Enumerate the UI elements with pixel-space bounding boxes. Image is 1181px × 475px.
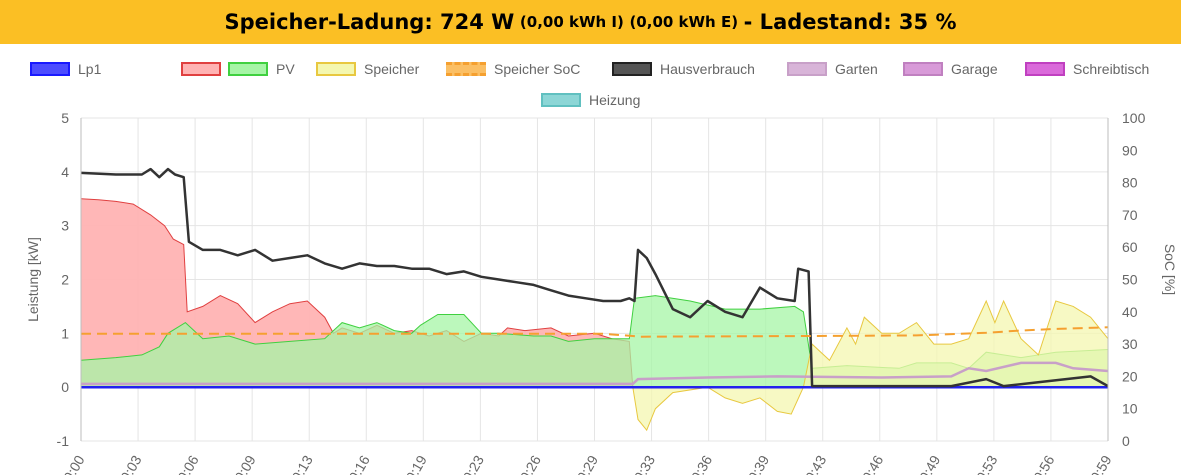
y2-tick-label: 50 bbox=[1122, 272, 1138, 288]
series-speicher-soc-line bbox=[81, 326, 1109, 338]
legend-swatch bbox=[316, 62, 356, 76]
x-tick-label: 0:36 bbox=[688, 452, 716, 475]
legend-swatch bbox=[612, 62, 652, 76]
y2-tick-label: 100 bbox=[1122, 110, 1146, 126]
x-tick-label: 0:06 bbox=[174, 452, 202, 475]
y-tick-label: 4 bbox=[61, 164, 69, 180]
x-tick-label: 0:43 bbox=[802, 452, 830, 475]
legend-label: Garten bbox=[835, 61, 878, 77]
legend-item-lp1[interactable]: Lp1 bbox=[30, 58, 101, 80]
x-tick-label: 0:29 bbox=[574, 452, 602, 475]
y2-tick-label: 90 bbox=[1122, 142, 1138, 158]
legend-swatch bbox=[446, 62, 486, 76]
legend-item-schreibtisch[interactable]: Schreibtisch bbox=[1025, 58, 1149, 80]
legend-swatch bbox=[541, 93, 581, 107]
legend-label: Schreibtisch bbox=[1073, 61, 1150, 77]
x-tick-label: 0:03 bbox=[117, 452, 145, 475]
series-speicher-line bbox=[81, 299, 1109, 432]
y-tick-label: 5 bbox=[61, 110, 69, 126]
y2-tick-label: 30 bbox=[1122, 336, 1138, 352]
x-tick-label: 0:39 bbox=[745, 452, 773, 475]
x-tick-label: 0:59 bbox=[1087, 452, 1115, 475]
series-speicher-area bbox=[81, 301, 1108, 431]
legend-label: Speicher SoC bbox=[494, 61, 581, 77]
y2-axis-title: SoC [%] bbox=[1162, 244, 1178, 295]
y2-tick-label: 80 bbox=[1122, 175, 1138, 191]
y2-tick-label: 40 bbox=[1122, 304, 1138, 320]
y-tick-label: -1 bbox=[57, 433, 70, 449]
x-tick-label: 0:53 bbox=[973, 452, 1001, 475]
y2-tick-label: 70 bbox=[1122, 207, 1138, 223]
legend-row: Heizung bbox=[0, 89, 1181, 111]
legend-item-pv[interactable]: PV bbox=[228, 58, 295, 80]
legend-label: PV bbox=[276, 61, 295, 77]
y-axis-title: Leistung [kW] bbox=[25, 237, 41, 322]
legend-item-speicher-soc[interactable]: Speicher SoC bbox=[446, 58, 580, 80]
y2-tick-label: 20 bbox=[1122, 368, 1138, 384]
legend-label: Heizung bbox=[589, 92, 641, 108]
y-tick-label: 2 bbox=[61, 272, 69, 288]
legend-label: Lp1 bbox=[78, 61, 102, 77]
x-tick-label: 0:00 bbox=[60, 452, 88, 475]
header-soc: - Ladestand: 35 % bbox=[743, 10, 957, 34]
y2-tick-label: 60 bbox=[1122, 239, 1138, 255]
legend-label: Garage bbox=[951, 61, 998, 77]
x-tick-label: 0:46 bbox=[859, 452, 887, 475]
series-pv-area bbox=[81, 295, 1108, 388]
y-tick-label: 1 bbox=[61, 325, 69, 341]
x-tick-label: 0:26 bbox=[517, 452, 545, 475]
x-tick-label: 0:56 bbox=[1030, 452, 1058, 475]
legend-item-heizung[interactable]: Heizung bbox=[541, 89, 640, 111]
legend-item-speicher[interactable]: Speicher bbox=[316, 58, 419, 80]
x-tick-label: 0:16 bbox=[345, 452, 373, 475]
status-header: Speicher-Ladung: 724 W (0,00 kWh I) (0,0… bbox=[0, 0, 1181, 44]
series-hausverbrauch-line bbox=[80, 167, 1109, 388]
y2-tick-label: 10 bbox=[1122, 401, 1138, 417]
legend-swatch bbox=[903, 62, 943, 76]
legend-row: Lp1EVUPVSpeicherSpeicher SoCHausverbrauc… bbox=[0, 58, 1181, 80]
legend-swatch bbox=[1025, 62, 1065, 76]
y2-tick-label: 0 bbox=[1122, 433, 1130, 449]
y-tick-label: 0 bbox=[61, 379, 69, 395]
x-tick-label: 0:19 bbox=[402, 452, 430, 475]
legend-swatch bbox=[30, 62, 70, 76]
header-export: (0,00 kWh E) bbox=[629, 13, 739, 31]
x-tick-label: 0:13 bbox=[288, 452, 316, 475]
legend-label: Speicher bbox=[364, 61, 420, 77]
x-tick-label: 0:33 bbox=[631, 452, 659, 475]
legend-swatch bbox=[787, 62, 827, 76]
header-import: (0,00 kWh I) bbox=[519, 13, 624, 31]
legend-item-hausverbrauch[interactable]: Hausverbrauch bbox=[612, 58, 755, 80]
x-tick-label: 0:09 bbox=[231, 452, 259, 475]
legend-label: Hausverbrauch bbox=[660, 61, 755, 77]
legend-swatch bbox=[228, 62, 268, 76]
series-garten-line bbox=[81, 361, 1109, 386]
legend-item-garten[interactable]: Garten bbox=[787, 58, 878, 80]
x-tick-label: 0:49 bbox=[916, 452, 944, 475]
y-tick-label: 3 bbox=[61, 218, 69, 234]
header-title-main: Speicher-Ladung: 724 W bbox=[224, 10, 515, 34]
legend-item-garage[interactable]: Garage bbox=[903, 58, 998, 80]
legend-swatch bbox=[181, 62, 221, 76]
x-tick-label: 0:23 bbox=[460, 452, 488, 475]
